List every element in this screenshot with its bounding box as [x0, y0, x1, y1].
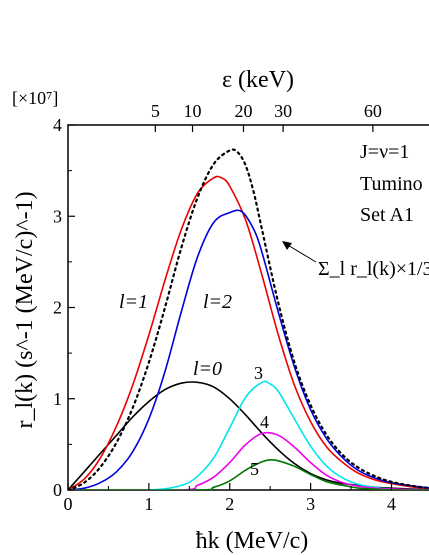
series-line-l1 [68, 175, 429, 490]
label-l1: l=1 [119, 291, 148, 313]
x-axis-title: ħk (MeV/c) [196, 528, 309, 554]
y-tick-label: 2 [53, 298, 62, 318]
top-tick-label: 10 [184, 101, 202, 121]
y-axis-title: r_l(k) (s^-1 (MeV/c)^-1) [12, 191, 38, 428]
label-l0: l=0 [193, 358, 222, 380]
top-axis-title: ε (keV) [222, 67, 294, 93]
ticks-group: 012340123451020306010 [53, 101, 396, 514]
series-line-l0 [68, 381, 429, 490]
series-line-l3 [68, 380, 429, 490]
x-tick-label: 2 [225, 494, 234, 514]
series-line-l2 [68, 209, 429, 490]
series-line-l5 [68, 459, 429, 490]
top-tick-label: 5 [151, 101, 160, 121]
top-tick-label: 60 [364, 101, 382, 121]
x-tick-label: 4 [387, 494, 396, 514]
y-tick-label: 1 [53, 389, 62, 409]
x-tick-label: 0 [64, 494, 73, 514]
annotation-tumino: Tumino [360, 173, 423, 195]
sum-pointer-line [285, 243, 317, 263]
series-line-l4 [68, 431, 429, 490]
x-tick-label: 1 [144, 494, 153, 514]
y-tick-label: 3 [53, 206, 62, 226]
label-l5: 5 [250, 459, 259, 479]
top-tick-label: 30 [274, 101, 292, 121]
annotation-jv: J=ν=1 [360, 141, 409, 163]
x-tick-label: 3 [306, 494, 315, 514]
label-l2: l=2 [203, 291, 232, 313]
annotation-set: Set A1 [360, 204, 414, 226]
y-multiplier: [×10⁷] [12, 88, 58, 108]
top-tick-label: 20 [234, 101, 252, 121]
label-l4: 4 [260, 412, 269, 432]
sum-pointer-arrowhead [282, 241, 292, 250]
y-tick-label: 0 [53, 480, 62, 500]
y-tick-label: 4 [53, 115, 62, 135]
annotation-sum: Σ_l r_l(k)×1/3 [318, 258, 429, 280]
series-group [68, 148, 429, 490]
label-l3: 3 [254, 363, 263, 383]
series-line-sum [68, 148, 429, 490]
